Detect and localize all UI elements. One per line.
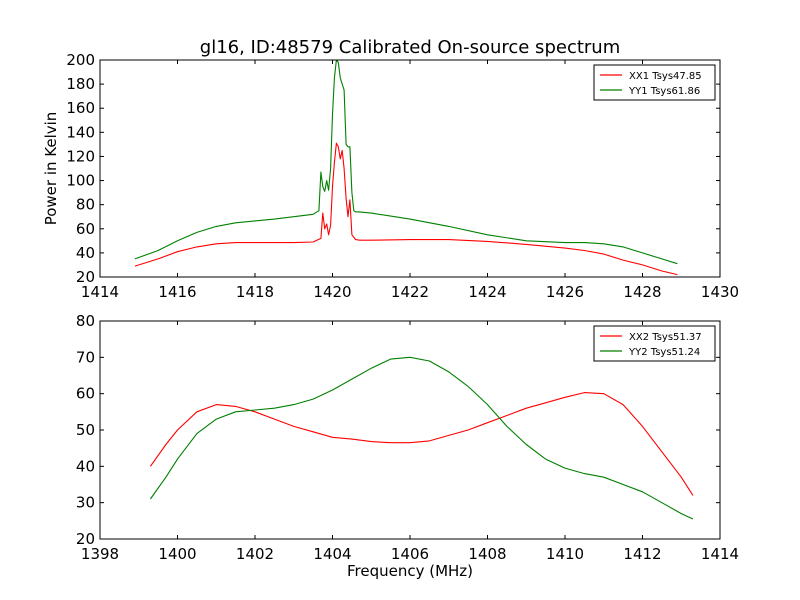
x-tick-label: 1430	[701, 283, 739, 301]
y-tick-label: 180	[66, 75, 95, 93]
y-tick-label: 20	[76, 268, 95, 286]
x-axis-label: Frequency (MHz)	[347, 562, 473, 580]
x-tick-label: 1414	[701, 545, 739, 563]
legend-label: YY2 Tsys51.24	[628, 347, 700, 358]
top-panel: 1414 1416 1418 1420 1422 1424 1426 1428 1430 20 40…	[42, 51, 739, 301]
y-tick-label: 200	[66, 51, 95, 69]
x-tick-label: 1406	[391, 545, 429, 563]
x-tick-label: 1412	[623, 545, 661, 563]
y-tick-label: 120	[66, 147, 95, 165]
y-tick-label: 80	[76, 312, 95, 330]
x-tick-label: 1428	[623, 283, 661, 301]
series-line-1-1	[149, 356, 694, 520]
legend-box	[593, 325, 716, 362]
y-tick-label: 140	[66, 123, 95, 141]
y-tick-label: 40	[76, 457, 95, 475]
x-tick-label: 1410	[546, 545, 584, 563]
x-tick-label: 1420	[313, 283, 351, 301]
series-line-0-1	[134, 59, 678, 265]
legend-label: YY1 Tsys61.86	[628, 86, 700, 97]
y-tick-label: 80	[76, 196, 95, 214]
x-tick-label: 1426	[546, 283, 584, 301]
y-tick-label: 40	[76, 244, 95, 262]
x-tick-label: 1424	[468, 283, 506, 301]
x-tick-label: 1414	[81, 283, 119, 301]
y-tick-label: 160	[66, 99, 95, 117]
y-tick-label: 20	[76, 530, 95, 548]
legend: XX1 Tsys47.85 YY1 Tsys61.86	[593, 64, 716, 101]
x-tick-label: 1408	[468, 545, 506, 563]
y-axis-label: Power in Kelvin	[42, 112, 60, 226]
legend-label: XX1 Tsys47.85	[629, 71, 702, 82]
y-tick-label: 50	[76, 421, 95, 439]
y-tick-label: 30	[76, 494, 95, 512]
y-tick-label: 100	[66, 172, 95, 190]
chart-title: gl16, ID:48579 Calibrated On-source spec…	[200, 37, 620, 58]
series-line-1-0	[149, 392, 694, 496]
x-tick-label: 1398	[81, 545, 119, 563]
x-tick-label: 1416	[158, 283, 196, 301]
y-tick-label: 60	[76, 385, 95, 403]
y-tick-label: 70	[76, 348, 95, 366]
x-tick-label: 1422	[391, 283, 429, 301]
bottom-panel: 1398 1400 1402 1404 1406 1408 1410 1412 1414 20 30…	[76, 312, 739, 580]
x-tick-label: 1400	[158, 545, 196, 563]
legend: XX2 Tsys51.37 YY2 Tsys51.24	[593, 325, 716, 362]
x-tick-label: 1404	[313, 545, 351, 563]
series-line-0-0	[134, 142, 678, 276]
legend-label: XX2 Tsys51.37	[629, 332, 702, 343]
legend-box	[593, 64, 716, 101]
x-tick-label: 1402	[236, 545, 274, 563]
y-tick-label: 60	[76, 220, 95, 238]
x-tick-label: 1418	[236, 283, 274, 301]
